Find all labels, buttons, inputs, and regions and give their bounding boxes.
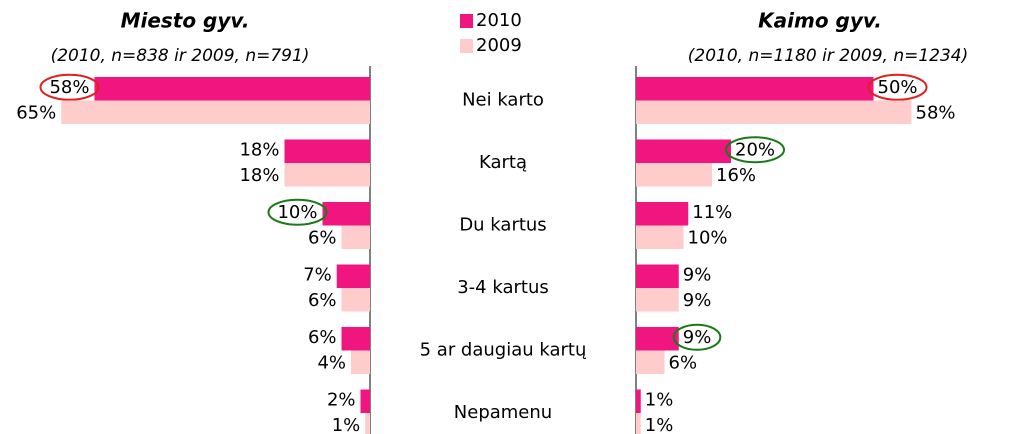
value-label: 9% bbox=[683, 264, 712, 285]
bar bbox=[636, 163, 712, 187]
highlight-circle bbox=[725, 136, 786, 164]
bar bbox=[61, 100, 370, 124]
bar bbox=[365, 413, 370, 434]
bar bbox=[636, 100, 912, 124]
bar bbox=[351, 350, 370, 374]
value-label: 10% bbox=[688, 227, 728, 248]
bar bbox=[636, 139, 731, 163]
value-label: 20% bbox=[735, 139, 775, 160]
value-label: 65% bbox=[16, 102, 56, 123]
bar bbox=[636, 350, 665, 374]
legend-swatch bbox=[460, 39, 473, 53]
category-label: 5 ar daugiau kartų bbox=[420, 340, 587, 361]
bar bbox=[94, 77, 370, 101]
value-label: 1% bbox=[645, 389, 674, 410]
value-label: 58% bbox=[916, 102, 956, 123]
value-label: 18% bbox=[239, 139, 279, 160]
value-label: 1% bbox=[332, 415, 361, 434]
value-label: 18% bbox=[239, 165, 279, 186]
value-label: 4% bbox=[317, 352, 346, 373]
value-label: 1% bbox=[645, 415, 674, 434]
highlight-circle bbox=[39, 73, 100, 101]
value-label: 16% bbox=[716, 165, 756, 186]
value-label: 50% bbox=[878, 77, 918, 98]
bar bbox=[341, 327, 370, 351]
bar bbox=[322, 202, 370, 226]
bar bbox=[636, 77, 874, 101]
category-label: 3-4 kartus bbox=[457, 277, 549, 298]
value-label: 6% bbox=[308, 227, 337, 248]
chart-title: Miesto gyv. bbox=[121, 9, 250, 33]
highlight-circle bbox=[267, 198, 328, 226]
legend-label: 2010 bbox=[476, 10, 522, 31]
chart-subtitle: (2010, n=1180 ir 2009, n=1234) bbox=[688, 46, 969, 66]
chart-title: Kaimo gyv. bbox=[758, 9, 882, 33]
value-label: 9% bbox=[683, 327, 712, 348]
bar bbox=[360, 389, 370, 413]
category-label: Nei karto bbox=[462, 90, 544, 111]
value-label: 6% bbox=[669, 352, 698, 373]
bar bbox=[336, 264, 370, 288]
bar bbox=[636, 413, 641, 434]
value-label: 2% bbox=[327, 389, 356, 410]
bar bbox=[636, 264, 679, 288]
value-label: 6% bbox=[308, 327, 337, 348]
legend-swatch bbox=[460, 14, 473, 28]
legend-label: 2009 bbox=[476, 35, 522, 56]
bar bbox=[636, 389, 641, 413]
value-label: 9% bbox=[683, 290, 712, 311]
bar bbox=[341, 225, 370, 249]
highlight-circle bbox=[867, 73, 928, 101]
bar bbox=[284, 139, 370, 163]
category-label: Nepamenu bbox=[454, 402, 552, 423]
value-label: 58% bbox=[49, 77, 89, 98]
highlight-circle bbox=[672, 323, 722, 351]
bar bbox=[636, 327, 679, 351]
category-label: Du kartus bbox=[459, 215, 546, 236]
chart-subtitle: (2010, n=838 ir 2009, n=791) bbox=[51, 46, 310, 66]
bar bbox=[341, 288, 370, 312]
value-label: 10% bbox=[277, 202, 317, 223]
value-label: 6% bbox=[308, 290, 337, 311]
bar bbox=[636, 225, 684, 249]
value-label: 11% bbox=[692, 202, 732, 223]
value-label: 7% bbox=[303, 264, 332, 285]
bar bbox=[284, 163, 370, 187]
bar bbox=[636, 202, 689, 226]
bar bbox=[636, 288, 679, 312]
category-label: Kartą bbox=[479, 152, 527, 173]
